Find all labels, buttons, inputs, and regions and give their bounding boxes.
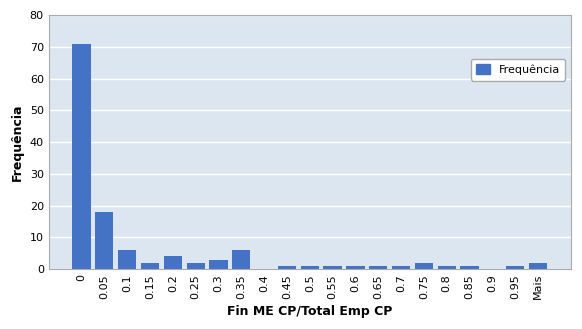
Bar <box>72 44 91 269</box>
Y-axis label: Frequência: Frequência <box>11 103 24 181</box>
Bar <box>95 212 113 269</box>
Bar <box>232 250 250 269</box>
Legend: Frequência: Frequência <box>471 59 565 81</box>
Bar <box>324 266 342 269</box>
Bar <box>529 263 547 269</box>
Bar <box>118 250 136 269</box>
Bar <box>186 263 205 269</box>
Bar <box>141 263 159 269</box>
X-axis label: Fin ME CP/Total Emp CP: Fin ME CP/Total Emp CP <box>227 305 392 318</box>
Bar <box>438 266 456 269</box>
Bar <box>301 266 319 269</box>
Bar <box>460 266 478 269</box>
Bar <box>164 256 182 269</box>
Bar <box>392 266 410 269</box>
Bar <box>210 260 228 269</box>
Bar <box>506 266 524 269</box>
Bar <box>278 266 296 269</box>
Bar <box>415 263 433 269</box>
Bar <box>346 266 364 269</box>
Bar <box>369 266 388 269</box>
